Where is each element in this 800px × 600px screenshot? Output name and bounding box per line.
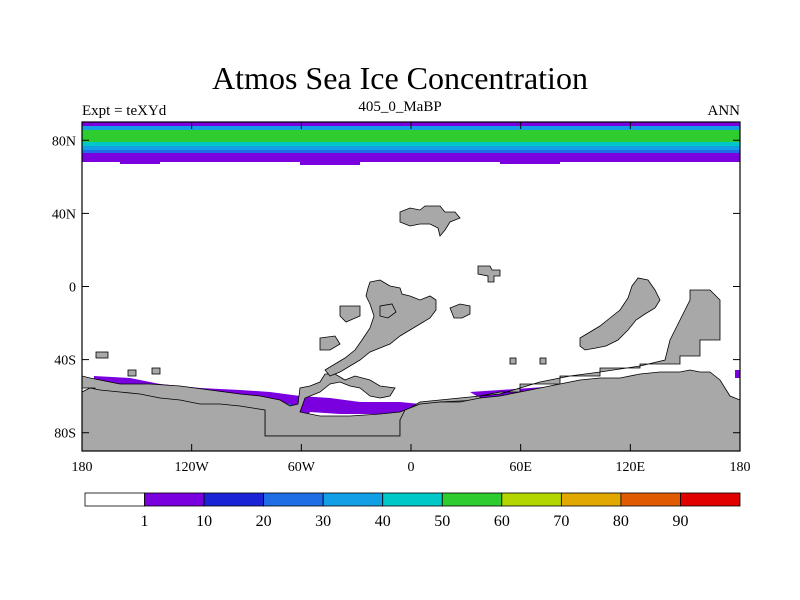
x-tick-label: 60E [509, 460, 532, 475]
colorbar-label: 30 [315, 513, 331, 530]
land-masses [82, 205, 740, 451]
page-title: Atmos Sea Ice Concentration [212, 60, 588, 96]
colorbar-label: 90 [672, 513, 688, 530]
experiment-label: Expt = teXYd [82, 103, 167, 119]
x-tick-label: 0 [408, 460, 415, 475]
colorbar-label: 50 [434, 513, 450, 530]
x-tick-label: 120E [616, 460, 646, 475]
colorbar-label: 10 [196, 513, 212, 530]
colorbar-label: 1 [141, 513, 149, 530]
colorbar-swatch [560, 492, 622, 507]
season-label: ANN [707, 103, 741, 119]
time-label: 405_0_MaBP [358, 99, 442, 115]
y-tick-label: 40N [52, 207, 76, 222]
colorbar-swatch [203, 492, 265, 507]
y-tick-label: 0 [69, 281, 76, 296]
colorbar-label: 40 [375, 513, 391, 530]
x-tick-label: 180 [730, 460, 751, 475]
colorbar-swatch [322, 492, 384, 507]
colorbar-swatch [382, 492, 443, 507]
y-tick-label: 80N [52, 134, 76, 149]
colorbar-swatch [263, 492, 324, 507]
y-tick-label: 80S [54, 427, 76, 442]
colorbar-swatch [441, 492, 503, 507]
colorbar: 1 10 20 30 40 50 60 70 80 90 [84, 492, 741, 530]
colorbar-label: 20 [256, 513, 272, 530]
colorbar-label: 70 [553, 513, 569, 530]
colorbar-swatch [501, 492, 562, 507]
colorbar-swatch [84, 492, 145, 507]
x-tick-label: 60W [288, 460, 316, 475]
y-axis: 80N 40N 0 40S 80S [52, 134, 740, 442]
colorbar-label: 80 [613, 513, 629, 530]
colorbar-label: 60 [494, 513, 510, 530]
colorbar-swatch [144, 492, 205, 507]
x-axis: 180 120W 60W 0 60E 120E 180 [72, 122, 751, 475]
colorbar-swatch [620, 492, 681, 507]
colorbar-swatch [680, 492, 741, 507]
x-tick-label: 180 [72, 460, 93, 475]
y-tick-label: 40S [54, 354, 76, 369]
x-tick-label: 120W [175, 460, 210, 475]
